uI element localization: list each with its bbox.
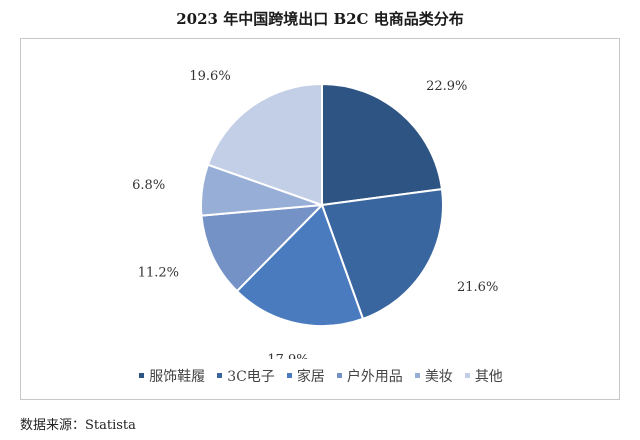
slice-label-4: 6.8% <box>132 178 165 193</box>
chart-title: 2023 年中国跨境出口 B2C 电商品类分布 <box>176 10 464 28</box>
legend-label-0: 服饰鞋履 <box>149 369 206 385</box>
legend-swatch-4 <box>414 372 420 378</box>
pie-slice-3 <box>200 203 325 293</box>
source-note: 数据来源：Statista <box>20 418 136 433</box>
legend-item-4: 美妆 <box>414 366 453 386</box>
slice-label-2: 17.9% <box>267 352 308 359</box>
pie-slice-2 <box>235 203 365 327</box>
legend-item-0: 服饰鞋履 <box>139 366 205 386</box>
legend-item-2: 家居 <box>286 366 325 386</box>
slice-label-0: 22.9% <box>426 79 467 94</box>
legend-label-3: 户外用品 <box>346 369 403 385</box>
legend-label-4: 美妆 <box>424 369 453 385</box>
pie-slice-0 <box>321 82 444 207</box>
legend-label-2: 家居 <box>296 369 325 385</box>
legend-item-1: 3C电子 <box>217 366 275 386</box>
legend-label-1: 3C电子 <box>227 369 275 385</box>
slice-label-5: 19.6% <box>189 69 230 84</box>
legend-item-3: 户外用品 <box>336 366 403 386</box>
chart-frame: 22.9% 21.6% 17.9% 11.2% 6.8% 19.6% 服饰鞋履 3C电子 家居… <box>20 38 620 400</box>
legend-label-5: 其他 <box>474 369 503 385</box>
legend-swatch-1 <box>217 372 223 378</box>
chart-legend: 服饰鞋履 3C电子 家居 户外用品 美妆 其他 <box>21 366 621 386</box>
legend-swatch-3 <box>336 372 342 378</box>
legend-swatch-2 <box>286 372 292 378</box>
legend-item-5: 其他 <box>464 366 503 386</box>
slice-label-1: 21.6% <box>457 280 498 295</box>
legend-swatch-0 <box>139 372 145 378</box>
pie-slice-5 <box>206 82 323 207</box>
legend-swatch-5 <box>464 372 470 378</box>
pie-chart: 22.9% 21.6% 17.9% 11.2% 6.8% 19.6% <box>132 69 498 359</box>
slice-label-3: 11.2% <box>138 265 179 280</box>
